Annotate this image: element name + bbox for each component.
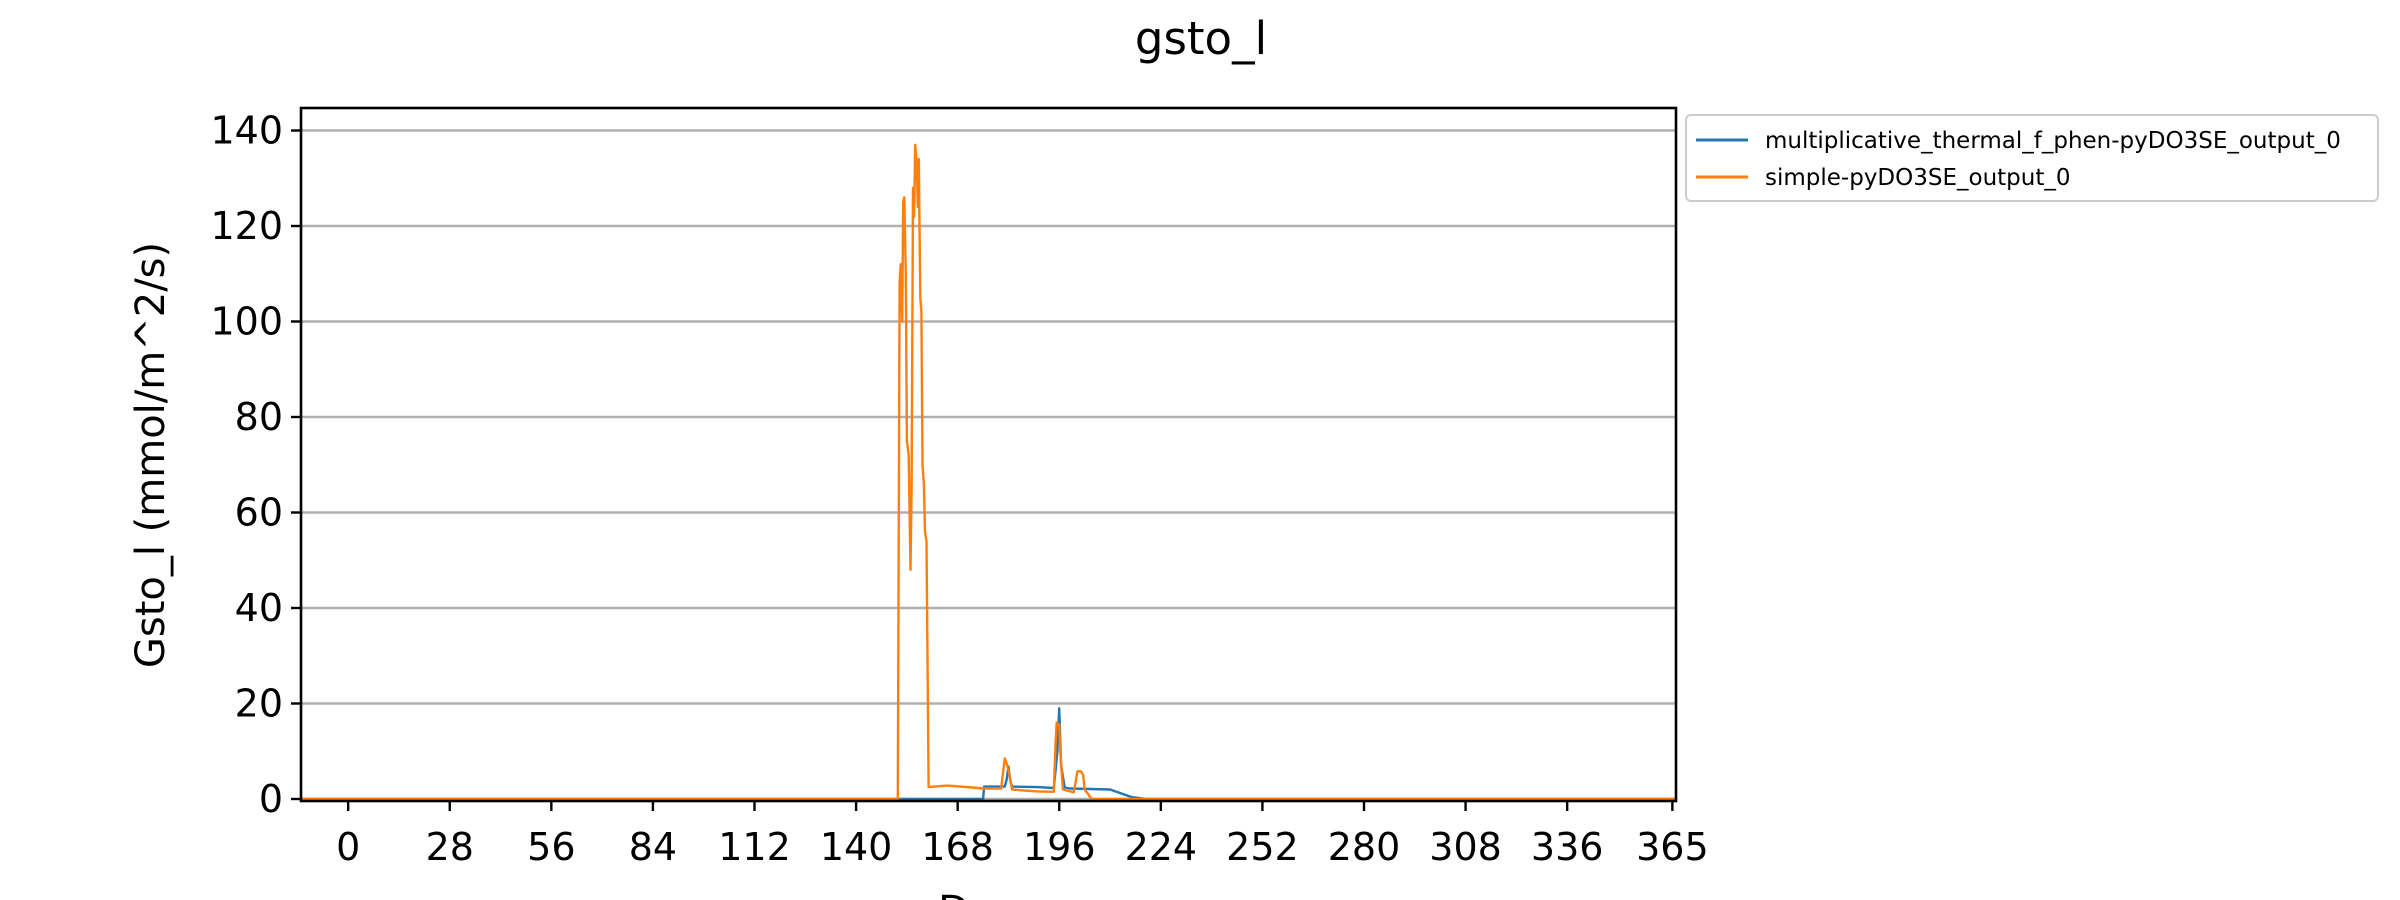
y-tick-label: 100: [210, 300, 283, 344]
x-tick-label: 280: [1328, 825, 1401, 869]
x-tick-label: 168: [921, 825, 994, 869]
x-tick-label: 112: [718, 825, 791, 869]
legend-label-multiplicative: multiplicative_thermal_f_phen-pyDO3SE_ou…: [1765, 128, 2341, 154]
y-tick-label: 60: [235, 491, 283, 535]
x-tick-label: 252: [1226, 825, 1299, 869]
legend-label-simple: simple-pyDO3SE_output_0: [1765, 165, 2071, 191]
y-tick-label: 40: [235, 586, 283, 630]
y-tick-label: 120: [210, 204, 283, 248]
x-tick-label: 0: [336, 825, 360, 869]
series-line-simple: [299, 143, 1678, 801]
x-tick-label: 140: [820, 825, 893, 869]
legend-box: [1685, 114, 2379, 202]
y-tick-label: 140: [210, 109, 283, 153]
y-axis: 0 20 40 60 80 100 120 140: [210, 109, 301, 821]
y-axis-label: Gsto_l (mmol/m^2/s): [128, 242, 174, 668]
plot-lines: [299, 143, 1678, 801]
x-tick-label: 224: [1125, 825, 1198, 869]
y-tick-label: 20: [235, 682, 283, 726]
x-tick-label: 28: [426, 825, 474, 869]
plot-frame: [299, 106, 1678, 803]
x-tick-label: 196: [1023, 825, 1096, 869]
x-tick-label: 365: [1636, 825, 1709, 869]
x-axis: 0 28 56 84 112 140 168 196 224 252 280 308 336 365: [336, 801, 1709, 869]
y-tick-label: 80: [235, 395, 283, 439]
y-tick-label: 0: [259, 777, 283, 821]
x-tick-label: 308: [1429, 825, 1502, 869]
x-tick-label: 336: [1531, 825, 1604, 869]
x-axis-label: Days: [938, 888, 1038, 900]
legend: multiplicative_thermal_f_phen-pyDO3SE_ou…: [1685, 114, 2379, 202]
chart-title: gsto_l: [1135, 12, 1267, 65]
x-tick-label: 56: [527, 825, 575, 869]
x-tick-label: 84: [629, 825, 677, 869]
